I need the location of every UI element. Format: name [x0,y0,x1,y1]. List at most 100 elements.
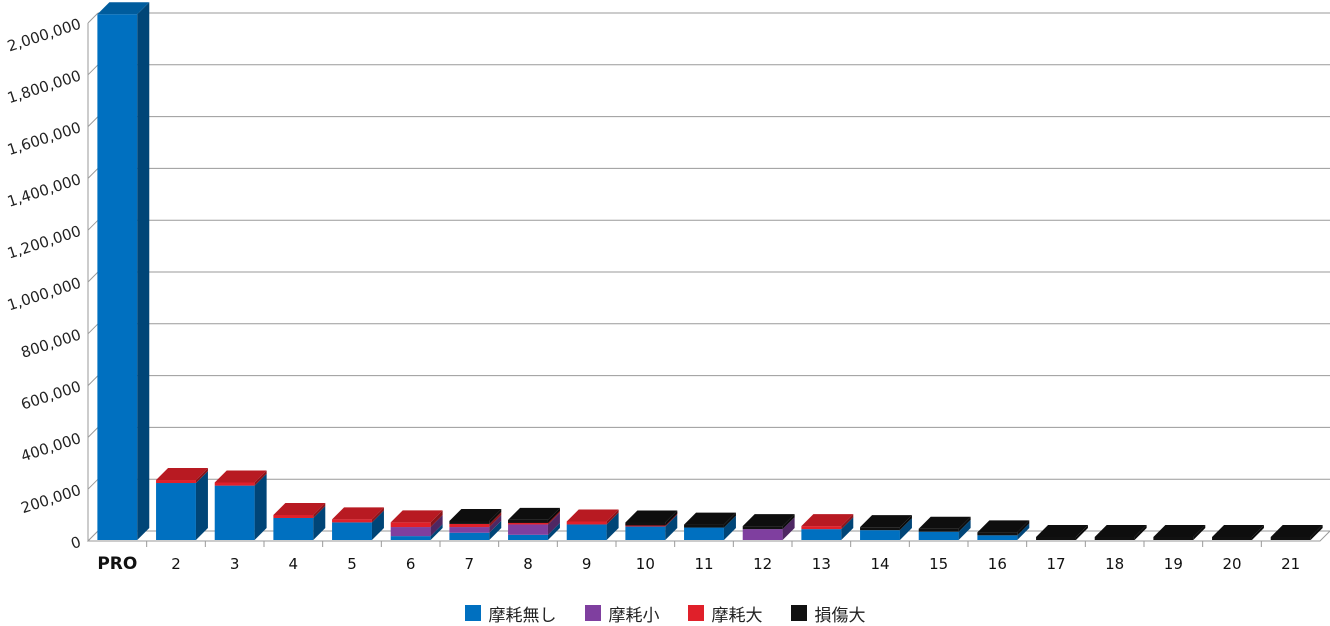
bar-segment [918,531,959,540]
gridline-depth [87,271,99,283]
y-tick-label: 1,600,000 [5,118,83,159]
bar-segment [742,526,783,530]
bar-segment-top [860,515,912,528]
legend-label: 損傷大 [814,605,866,626]
bar-segment [156,483,196,540]
bar-segment-side [371,507,384,523]
bar-segment-side [195,471,208,540]
legend-item: 損傷大 [790,601,866,626]
bar-segment-top [801,514,854,527]
bar-segment [977,535,1018,540]
bar-segment-side [547,512,560,535]
bar-segment [332,522,372,540]
bars [97,2,1323,541]
bar-segment-side [782,517,795,540]
bar-segment-top [742,514,795,527]
bar-segment-side [606,512,619,540]
x-tick-label: 4 [289,555,299,573]
bar-segment [449,527,490,533]
bar-segment-side [665,510,678,526]
bar-segment [449,532,490,540]
bar-segment-side [547,507,560,523]
bar-stack-4 [273,502,326,540]
bar-segment [273,517,314,540]
bar-segment [977,532,1018,536]
y-tick-label: 1,800,000 [5,66,83,107]
bar-segment [684,524,724,528]
x-tick-label: 13 [812,555,831,573]
bar-segment [508,534,548,540]
bar-segment-top [214,470,267,483]
bar-segment [566,524,607,540]
legend-label: 摩耗無し [488,605,557,626]
x-tick-label: 2 [171,555,181,573]
bar-segment-top [156,468,208,481]
bar-stack-12 [742,514,795,540]
bar-stack-15 [918,516,971,540]
bar-stack-16 [977,520,1030,540]
gridline-depth [87,12,99,24]
legend-swatch [687,605,704,621]
bar-segment [684,527,724,540]
bar-segment-side [430,510,443,528]
bar-segment [1094,537,1135,540]
bar-segment-top [332,507,384,520]
y-tick-label: 2,000,000 [5,15,83,56]
y-tick-label: 800,000 [19,325,84,361]
bar-stack-20 [1212,525,1264,540]
bar-segment-top [684,512,736,525]
bar-segment-side [489,511,502,528]
bar-stack-5 [332,507,384,540]
x-tick-label: 12 [753,555,772,573]
bar-stack-9 [566,509,619,540]
bar-segment-top [1153,525,1206,537]
y-axis-tick-labels: 0 200,000 400,000 600,000 800,000 1,000,000 1,… [5,15,83,553]
legend-swatch [584,605,601,621]
x-axis-tick-labels: PRO 2 3 4 5 6 7 8 9 10 11 12 13 14 15 16 17 18 19 20 21 [97,554,1300,574]
x-tick-label: 10 [636,555,655,573]
bar-segment-side [723,515,736,540]
bar-segment [273,514,314,518]
bar-segment-top [977,520,1030,533]
x-tick-label: 15 [929,555,948,573]
bar-stack-17 [1036,525,1088,540]
y-tick-label: 1,000,000 [5,274,83,315]
bar-segment-side [254,470,267,486]
bar-stack-7 [449,508,502,540]
bar-segment-top [390,510,443,523]
bar-segment [918,528,959,532]
bar-segment-top [273,502,326,515]
bar-segment [860,530,900,540]
bar-stack-13 [801,514,854,540]
bar-segment-top [625,510,678,523]
bar-segment [390,527,431,537]
y-tick-label: 400,000 [19,429,84,465]
bar-stack-6 [390,510,443,540]
x-tick-label: 18 [1105,555,1124,573]
x-tick-label: 6 [406,555,416,573]
x-tick-label: PRO [97,554,137,574]
bar-stack-18 [1094,525,1147,540]
bar-segment [508,519,548,523]
gridline-depth [87,64,99,76]
bar-segment [390,522,431,528]
bar-segment [508,521,548,525]
bar-segment-side [723,512,736,528]
y-tick-label: 200,000 [19,481,84,517]
x-tick-label: 11 [694,555,713,573]
bar-segment-top [449,508,502,521]
gridline-depth [87,219,99,231]
gridline-depth [87,375,99,386]
bar-segment [1212,537,1252,540]
bar-segment-top [918,516,971,529]
bar-segment-side [899,515,912,531]
bar-segment-side [254,473,267,540]
legend-label: 摩耗大 [711,605,763,626]
legend-item: 摩耗無し [464,601,557,626]
bar-segment-top [1094,525,1147,537]
x-tick-label: 3 [230,555,240,573]
bar-segment [566,521,607,525]
bar-segment-top [1270,525,1323,537]
bar-segment-side [841,514,854,530]
